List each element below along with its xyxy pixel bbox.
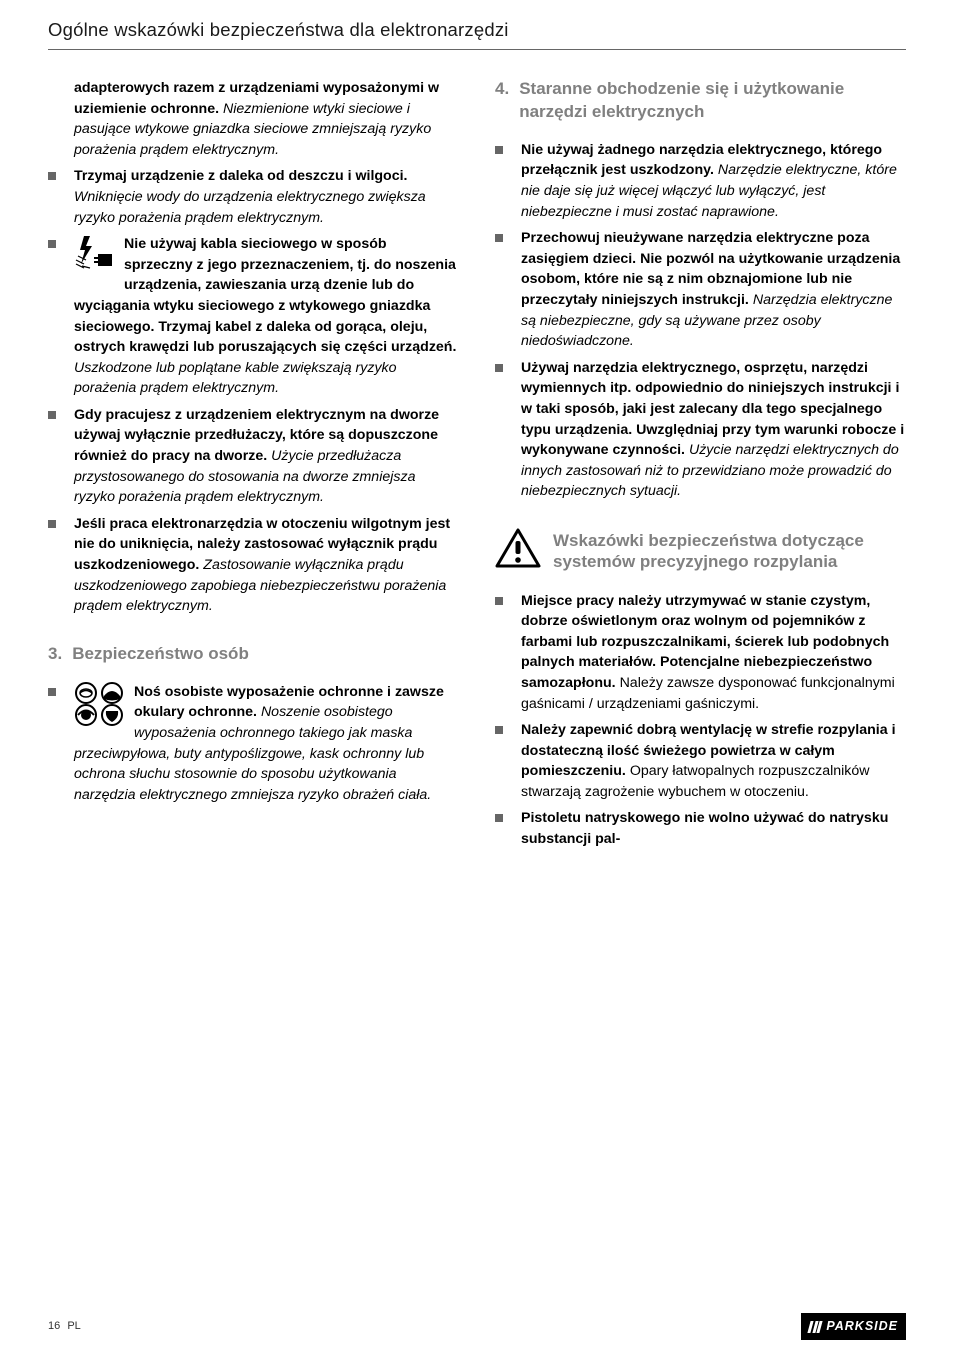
- bold-run: Pistoletu natryskowego nie wolno używać …: [521, 810, 888, 847]
- bullet-body: Pistoletu natryskowego nie wolno używać …: [521, 808, 906, 849]
- bullet-body: Należy zapewnić dobrą wentylację w stref…: [521, 720, 906, 802]
- bullet-body: Gdy pracujesz z urządzeniem elektrycznym…: [74, 405, 459, 508]
- parkside-logo: PARKSIDE: [801, 1313, 906, 1340]
- section-title: Bezpieczeństwo osób: [72, 643, 249, 666]
- left-column: adapterowych razem z urządzeniami wyposa…: [48, 78, 459, 856]
- two-column-layout: adapterowych razem z urządzeniami wyposa…: [48, 78, 906, 856]
- list-item: Miejsce pracy należy utrzymywać w stanie…: [495, 591, 906, 715]
- right-column: 4. Staranne obchodzenie się i użytkowani…: [495, 78, 906, 856]
- section-title: Staranne obchodzenie się i użytkowanie n…: [519, 78, 906, 124]
- list-item: Jeśli praca elektronarzędzia w otoczeniu…: [48, 514, 459, 617]
- ppe-icons: [74, 682, 126, 733]
- bullet-marker-icon: [48, 240, 56, 248]
- bold-run: Nie używaj kabla sieciowego w sposób spr…: [74, 236, 456, 355]
- bullet-marker-icon: [48, 520, 56, 528]
- shock-plug-icon: [74, 234, 116, 279]
- section-3-heading: 3. Bezpieczeństwo osób: [48, 643, 459, 666]
- bold-run: Trzymaj urządzenie z daleka od deszczu i…: [74, 168, 408, 184]
- page-language: PL: [67, 1320, 80, 1332]
- brand-text: PARKSIDE: [826, 1318, 898, 1335]
- list-item: Należy zapewnić dobrą wentylację w stref…: [495, 720, 906, 802]
- bullet-body: Przechowuj nieużywane narzędzia elektryc…: [521, 228, 906, 352]
- warning-triangle-icon: [495, 528, 541, 575]
- bullet-marker-icon: [48, 688, 56, 696]
- list-item: Noś osobiste wyposażenie ochronne i zaws…: [48, 682, 459, 806]
- bullet-marker-icon: [495, 364, 503, 372]
- bullet-marker-icon: [48, 411, 56, 419]
- bullet-body: Używaj narzędzia elektrycznego, osprzętu…: [521, 358, 906, 502]
- list-item: Przechowuj nieużywane narzędzia elektryc…: [495, 228, 906, 352]
- list-item: Pistoletu natryskowego nie wolno używać …: [495, 808, 906, 849]
- bullet-body: Noś osobiste wyposażenie ochronne i zaws…: [74, 682, 459, 806]
- section-4-heading: 4. Staranne obchodzenie się i użytkowani…: [495, 78, 906, 124]
- list-item: Nie używaj żadnego narzędzia elektryczne…: [495, 140, 906, 222]
- page-number: 16 PL: [48, 1319, 81, 1334]
- page-footer: 16 PL PARKSIDE: [0, 1313, 954, 1340]
- bullet-body: Trzymaj urządzenie z daleka od deszczu i…: [74, 166, 459, 228]
- warning-title: Wskazówki bezpieczeństwa dotyczące syste…: [553, 530, 906, 573]
- bullet-body: Nie używaj żadnego narzędzia elektryczne…: [521, 140, 906, 222]
- list-item: Nie używaj kabla sieciowego w sposób spr…: [48, 234, 459, 399]
- list-item: Używaj narzędzia elektrycznego, osprzętu…: [495, 358, 906, 502]
- logo-stripes-icon: [809, 1321, 821, 1333]
- bullet-marker-icon: [495, 234, 503, 242]
- bullet-body: Nie używaj kabla sieciowego w sposób spr…: [74, 234, 459, 399]
- continuation-paragraph: adapterowych razem z urządzeniami wyposa…: [74, 78, 459, 160]
- list-item: Gdy pracujesz z urządzeniem elektrycznym…: [48, 405, 459, 508]
- page-number-value: 16: [48, 1320, 60, 1332]
- bullet-marker-icon: [495, 146, 503, 154]
- bullet-body: Miejsce pracy należy utrzymywać w stanie…: [521, 591, 906, 715]
- bullet-marker-icon: [495, 814, 503, 822]
- bullet-body: Jeśli praca elektronarzędzia w otoczeniu…: [74, 514, 459, 617]
- bullet-marker-icon: [495, 597, 503, 605]
- italic-run: Uszkodzone lub poplątane kable zwiększaj…: [74, 360, 397, 397]
- running-header: Ogólne wskazówki bezpieczeństwa dla elek…: [48, 18, 906, 50]
- bullet-marker-icon: [48, 172, 56, 180]
- bullet-marker-icon: [495, 726, 503, 734]
- section-number: 3.: [48, 643, 62, 666]
- section-number: 4.: [495, 78, 509, 124]
- list-item: Trzymaj urządzenie z daleka od deszczu i…: [48, 166, 459, 228]
- italic-run: Wniknięcie wody do urządzenia elektryczn…: [74, 189, 426, 226]
- warning-heading: Wskazówki bezpieczeństwa dotyczące syste…: [495, 528, 906, 575]
